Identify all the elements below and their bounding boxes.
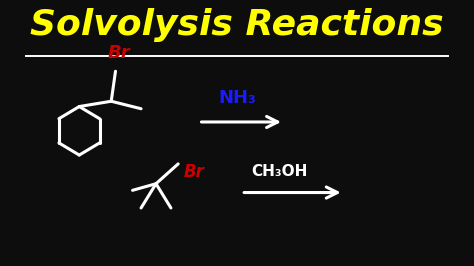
Text: Br: Br [107,44,130,61]
Text: Br: Br [184,163,205,181]
Text: CH₃OH: CH₃OH [251,164,308,179]
Text: NH₃: NH₃ [218,89,256,107]
Text: Solvolysis Reactions: Solvolysis Reactions [30,8,444,42]
